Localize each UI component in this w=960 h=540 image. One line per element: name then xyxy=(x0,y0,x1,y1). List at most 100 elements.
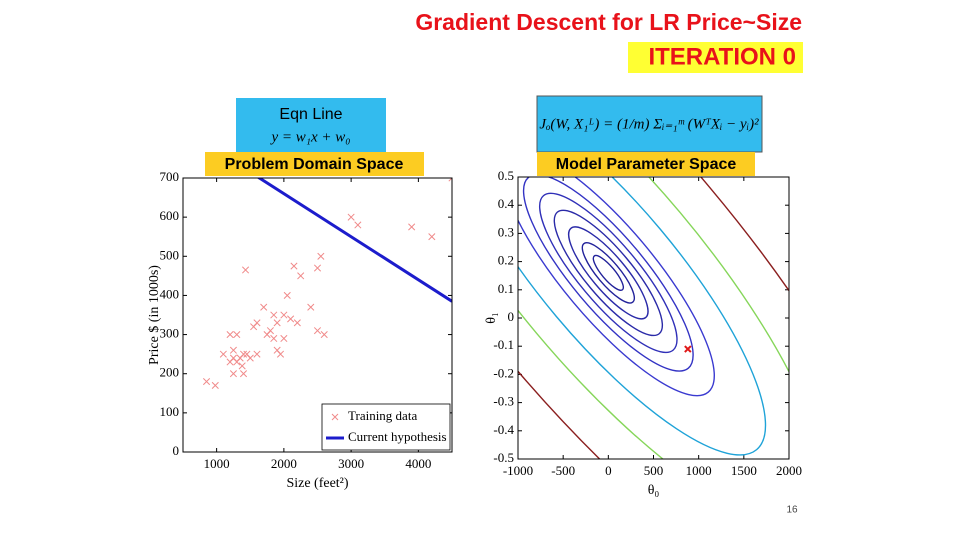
x-tick-label: 1000 xyxy=(686,463,712,478)
x-tick-label: 1000 xyxy=(204,456,230,471)
contour-line xyxy=(553,209,664,337)
y-tick-label: 700 xyxy=(160,169,180,184)
y-tick-label: -0.2 xyxy=(493,365,514,380)
data-point xyxy=(283,291,291,299)
legend-label: Training data xyxy=(348,408,417,423)
data-point xyxy=(229,370,237,378)
data-point xyxy=(428,233,436,241)
contour-line xyxy=(567,226,649,320)
current-parameter xyxy=(684,345,692,353)
x-axis-label: Size (feet²) xyxy=(286,476,348,491)
y-tick-label: 200 xyxy=(160,365,180,380)
y-tick-label: -0.1 xyxy=(493,337,514,352)
data-point xyxy=(219,350,227,358)
hypothesis-line xyxy=(256,178,452,303)
contour-line xyxy=(592,254,625,291)
equation-header: Eqn Line xyxy=(279,106,342,123)
data-point xyxy=(276,350,285,358)
data-point xyxy=(313,264,322,272)
panel-label: Model Parameter Space xyxy=(556,156,737,173)
data-point xyxy=(347,213,355,221)
plot-frame xyxy=(517,176,790,460)
y-tick-label: -0.5 xyxy=(493,450,514,465)
data-point xyxy=(270,334,278,343)
data-point xyxy=(273,319,281,327)
data-point xyxy=(241,266,250,274)
panel-label: Problem Domain Space xyxy=(225,156,404,173)
legend-marker xyxy=(331,413,339,421)
y-tick-label: 400 xyxy=(160,286,180,301)
contour-line xyxy=(522,177,694,372)
data-point xyxy=(246,354,254,362)
x-tick-label: 2000 xyxy=(776,463,802,478)
y-tick-label: 300 xyxy=(160,326,180,341)
data-point xyxy=(226,331,234,339)
data-point xyxy=(239,370,248,378)
x-tick-label: 4000 xyxy=(405,456,431,471)
formula-box xyxy=(536,95,763,153)
data-point xyxy=(307,303,315,311)
data-point xyxy=(293,319,301,327)
data-point xyxy=(448,178,452,182)
data-point xyxy=(280,334,288,343)
x-tick-label: -500 xyxy=(551,463,575,478)
y-tick-label: 0.5 xyxy=(498,168,514,183)
data-point xyxy=(229,354,237,362)
equation: y = w₁x + w₀ xyxy=(270,129,351,145)
x-tick-label: 1500 xyxy=(731,463,757,478)
slide-subtitle: ITERATION 0 xyxy=(648,43,796,70)
data-point xyxy=(202,377,211,386)
data-point xyxy=(280,311,288,319)
contour-line xyxy=(581,242,635,304)
x-tick-label: 3000 xyxy=(338,456,364,471)
data-point xyxy=(297,272,305,280)
x-tick-label: 500 xyxy=(644,463,664,478)
label-box xyxy=(205,152,424,176)
label-box xyxy=(537,152,755,176)
x-axis-label: θ₀ xyxy=(648,483,660,498)
plot-frame xyxy=(182,177,453,453)
data-point xyxy=(211,381,219,390)
x-tick-label: -1000 xyxy=(503,463,533,478)
data-point xyxy=(253,350,261,358)
data-point xyxy=(238,362,246,370)
legend xyxy=(321,403,451,451)
data-point xyxy=(320,331,328,339)
y-tick-label: 0.1 xyxy=(498,281,514,296)
contour-line xyxy=(518,177,715,397)
y-tick-label: 600 xyxy=(160,208,180,223)
y-tick-label: 0 xyxy=(173,443,180,458)
x-tick-label: 0 xyxy=(605,463,612,478)
plot-area xyxy=(202,178,452,390)
subtitle-box xyxy=(628,42,803,73)
page-number: 16 xyxy=(786,505,798,516)
data-point xyxy=(270,311,278,319)
plot-area xyxy=(518,177,789,459)
y-tick-label: 0 xyxy=(508,309,515,324)
y-tick-label: -0.3 xyxy=(493,394,514,409)
y-tick-label: 0.4 xyxy=(498,196,515,211)
data-point xyxy=(313,327,322,335)
data-point xyxy=(287,315,295,323)
legend-label: Current hypothesis xyxy=(348,429,447,444)
slide-title: Gradient Descent for LR Price~Size xyxy=(415,9,802,35)
contour-line xyxy=(538,192,678,354)
y-tick-label: 500 xyxy=(160,247,180,262)
y-tick-label: 100 xyxy=(160,404,180,419)
x-tick-label: 2000 xyxy=(271,456,297,471)
data-point xyxy=(408,223,416,231)
data-point xyxy=(239,350,248,358)
contour-line xyxy=(518,177,789,459)
y-tick-label: 0.3 xyxy=(498,224,514,239)
cost-formula: Jₒ(W, X₁ᴸ) = (1/m) Σᵢ₌₁ᵐ (WᵀXᵢ − yᵢ)² xyxy=(539,116,759,132)
data-point xyxy=(317,252,325,260)
y-tick-label: -0.4 xyxy=(493,422,514,437)
y-axis-label: θ₁ xyxy=(484,312,499,324)
equation-box xyxy=(236,98,386,152)
data-point xyxy=(290,262,298,270)
data-point xyxy=(229,346,237,354)
y-axis-label: Price $ (in 1000s) xyxy=(147,265,162,365)
data-point xyxy=(266,327,274,335)
